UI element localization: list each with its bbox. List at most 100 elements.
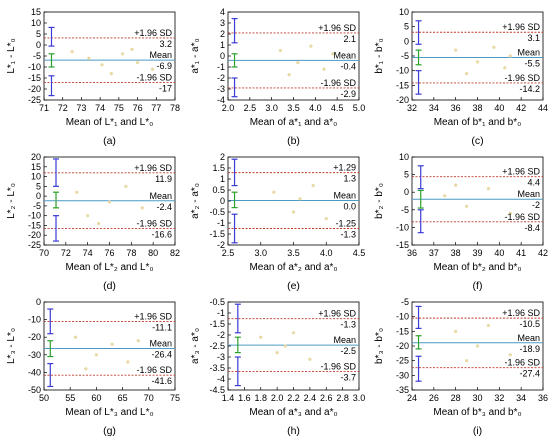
data-point	[308, 357, 312, 361]
y-axis-label: a*₁ - a*₀	[190, 38, 201, 73]
mean-label: Mean	[517, 189, 540, 199]
y-axis-label: a*₃ - a*₀	[190, 328, 201, 364]
data-point	[75, 190, 79, 194]
y-tick-label: -25	[396, 356, 409, 366]
lower-loa-label: -1.96 SD	[504, 358, 540, 368]
lower-loa-value: -1.3	[340, 230, 356, 240]
y-axis-label: L*₃ - L*₀	[6, 328, 17, 364]
panel-label: (e)	[287, 280, 300, 292]
lower-loa-label: -1.25	[335, 219, 356, 229]
y-tick-label: -20	[28, 84, 41, 94]
y-tick-label: -15	[396, 240, 409, 250]
x-tick-label: 75	[170, 393, 180, 403]
y-tick-label: -0.5	[209, 207, 225, 217]
data-point	[126, 360, 130, 364]
data-point	[324, 217, 328, 221]
x-tick-label: 2.4	[304, 393, 317, 403]
x-tick-label: 1.6	[238, 393, 251, 403]
x-axis-label: Mean of a*₃ and a*₀	[249, 407, 337, 418]
y-axis-label: b*₃ - b*₀	[374, 328, 385, 364]
data-point	[508, 54, 512, 58]
lower-loa-label: -1.96 SD	[320, 78, 356, 88]
y-tick-label: 1	[220, 40, 225, 50]
data-point	[275, 351, 279, 355]
y-tick-label: -5	[33, 51, 41, 61]
x-tick-label: 4.5	[353, 248, 366, 258]
lower-loa-value: -8.4	[524, 223, 540, 233]
data-point	[291, 210, 296, 214]
mean-value: -5.5	[524, 58, 540, 68]
x-tick-label: 36	[538, 393, 548, 403]
y-tick-label: -15	[28, 73, 41, 83]
upper-loa-value: 3.2	[159, 39, 172, 49]
mean-label: Mean	[517, 47, 540, 57]
x-tick-label: 28	[451, 393, 461, 403]
y-tick-label: -15	[396, 80, 409, 90]
x-tick-label: 24	[407, 393, 417, 403]
x-tick-label: 38	[451, 248, 461, 258]
y-tick-label: -2	[217, 330, 225, 340]
y-tick-label: -4.5	[209, 385, 225, 395]
y-tick-label: -25	[28, 240, 41, 250]
lower-loa-value: -14.2	[519, 84, 540, 94]
upper-loa-label: +1.96 SD	[318, 23, 356, 33]
data-point	[259, 335, 263, 339]
mean-value: 0.0	[343, 202, 356, 212]
panel-label: (h)	[287, 425, 300, 437]
data-point	[135, 61, 140, 65]
data-point	[454, 183, 458, 187]
x-tick-label: 74	[83, 248, 93, 258]
mean-label: Mean	[333, 335, 356, 345]
mean-value: -2	[532, 200, 540, 210]
y-tick-label: -10	[396, 312, 409, 322]
x-tick-label: 55	[65, 393, 75, 403]
data-point	[150, 67, 155, 71]
y-tick-label: 15	[31, 7, 41, 17]
data-point	[508, 353, 512, 357]
y-tick-label: 3	[220, 18, 225, 28]
x-axis-label: Mean of L*₃ and L*₀	[65, 407, 153, 418]
x-tick-label: 2.2	[287, 393, 300, 403]
x-tick-label: 44	[538, 103, 548, 113]
y-tick-label: -1	[217, 308, 225, 318]
data-point	[84, 367, 88, 371]
x-tick-label: 3.0	[353, 393, 366, 403]
panel-3: +1.96 SD3.1 Mean-5.5 -1.96 SD-14.2 -20 -15 -1…	[374, 7, 548, 147]
y-axis-label: b*₁ - b*₀	[374, 38, 385, 73]
lower-loa-value: -17	[159, 83, 172, 93]
y-tick-label: -50	[28, 385, 41, 395]
data-point	[96, 221, 101, 226]
y-tick-label: -3	[217, 352, 225, 362]
data-point	[331, 52, 335, 56]
x-tick-label: 70	[39, 248, 49, 258]
y-tick-label: -5	[401, 205, 409, 215]
y-tick-label: 0	[220, 51, 225, 61]
panel-9: +1.96 SD-10.5 Mean-18.9 -1.96 SD-27.4 -35 -3…	[374, 297, 548, 437]
y-tick-label: -4	[217, 95, 225, 105]
mean-label: Mean	[517, 333, 540, 343]
upper-loa-value: -1.3	[340, 320, 356, 330]
y-tick-label: -30	[396, 370, 409, 380]
x-tick-label: 30	[472, 393, 482, 403]
mean-value: -6.9	[156, 61, 172, 71]
x-tick-label: 72	[61, 248, 71, 258]
data-point	[311, 184, 315, 188]
x-tick-label: 80	[148, 248, 158, 258]
panel-label: (c)	[471, 135, 483, 147]
y-tick-label: -20	[396, 95, 409, 105]
y-tick-label: 0	[404, 187, 409, 197]
mean-label: Mean	[333, 191, 356, 201]
mean-value: -2.4	[156, 202, 172, 212]
y-tick-label: -10	[396, 222, 409, 232]
x-tick-label: 3.0	[254, 248, 267, 258]
data-point	[86, 214, 90, 218]
x-tick-label: 38	[472, 103, 482, 113]
data-point	[87, 56, 91, 60]
x-tick-label: 4.0	[309, 103, 322, 113]
y-tick-label: -20	[28, 230, 41, 240]
x-tick-label: 60	[91, 393, 101, 403]
x-tick-label: 3.0	[265, 103, 278, 113]
data-point	[454, 48, 458, 52]
lower-loa-label: -1.96 SD	[320, 362, 356, 372]
